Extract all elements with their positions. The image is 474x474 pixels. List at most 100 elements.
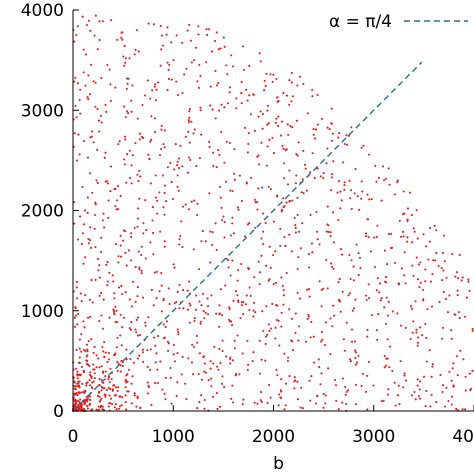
- scatter-point: [286, 359, 289, 363]
- scatter-point: [429, 226, 432, 229]
- scatter-point: [214, 117, 217, 120]
- scatter-point: [409, 337, 412, 341]
- scatter-point: [316, 238, 319, 241]
- scatter-point: [172, 353, 175, 356]
- scatter-point: [409, 191, 412, 194]
- scatter-point: [90, 63, 93, 66]
- scatter-point: [89, 172, 92, 175]
- scatter-point: [151, 219, 154, 222]
- scatter-point: [412, 274, 415, 277]
- scatter-point: [82, 48, 85, 51]
- scatter-point: [356, 195, 359, 198]
- scatter-point: [153, 85, 156, 88]
- scatter-point: [399, 235, 403, 238]
- scatter-point: [385, 296, 388, 299]
- scatter-point: [215, 248, 218, 252]
- scatter-point: [165, 33, 168, 36]
- scatter-point: [287, 133, 290, 136]
- scatter-point: [98, 395, 101, 398]
- scatter-point: [398, 219, 401, 222]
- scatter-point: [107, 199, 110, 202]
- scatter-point: [229, 234, 232, 237]
- scatter-point: [360, 384, 363, 388]
- scatter-point: [397, 282, 400, 285]
- scatter-point: [456, 294, 459, 297]
- scatter-point: [88, 395, 92, 398]
- scatter-point: [468, 289, 471, 292]
- scatter-point: [160, 271, 163, 275]
- scatter-point: [355, 361, 359, 364]
- scatter-point: [128, 298, 131, 301]
- scatter-point: [425, 336, 428, 340]
- scatter-point: [208, 28, 211, 31]
- scatter-point: [382, 399, 385, 402]
- scatter-point: [186, 29, 189, 32]
- scatter-point: [125, 374, 128, 377]
- scatter-point: [258, 339, 261, 342]
- scatter-point: [259, 60, 262, 63]
- scatter-point: [107, 216, 110, 219]
- scatter-point: [123, 64, 126, 67]
- scatter-point: [400, 267, 403, 270]
- scatter-point: [133, 53, 136, 56]
- scatter-point: [240, 80, 243, 83]
- scatter-point: [464, 408, 467, 411]
- scatter-point: [179, 235, 182, 238]
- scatter-point: [311, 251, 314, 254]
- scatter-point: [455, 271, 459, 274]
- scatter-point: [88, 379, 91, 382]
- scatter-point: [172, 263, 175, 266]
- scatter-point: [151, 206, 154, 209]
- scatter-point: [125, 181, 128, 184]
- scatter-point: [189, 39, 192, 42]
- scatter-point: [144, 321, 147, 324]
- scatter-point: [86, 348, 89, 351]
- scatter-point: [129, 357, 132, 361]
- scatter-point: [410, 394, 413, 397]
- scatter-point: [185, 67, 188, 70]
- scatter-point: [168, 63, 171, 66]
- scatter-point: [383, 249, 386, 252]
- scatter-point: [109, 388, 112, 391]
- scatter-point: [283, 352, 286, 355]
- scatter-point: [391, 310, 394, 313]
- scatter-point: [149, 368, 152, 371]
- scatter-point: [316, 230, 319, 233]
- scatter-point: [223, 236, 226, 239]
- scatter-point: [76, 377, 79, 380]
- scatter-point: [365, 390, 368, 393]
- scatter-point: [88, 93, 92, 96]
- scatter-point: [415, 328, 418, 331]
- scatter-point: [467, 278, 470, 281]
- scatter-point: [148, 157, 151, 160]
- scatter-point: [198, 63, 201, 66]
- scatter-point: [167, 287, 170, 290]
- scatter-point: [130, 321, 133, 324]
- scatter-point: [231, 359, 234, 362]
- scatter-point: [458, 253, 461, 256]
- scatter-point: [327, 367, 330, 370]
- scatter-point: [84, 53, 88, 56]
- scatter-point: [209, 85, 212, 88]
- scatter-point: [196, 407, 199, 410]
- scatter-point: [387, 393, 390, 396]
- scatter-point: [276, 96, 279, 99]
- scatter-point: [171, 197, 175, 201]
- scatter-point: [231, 216, 234, 219]
- scatter-point: [315, 210, 318, 213]
- scatter-point: [297, 141, 300, 144]
- scatter-point: [167, 68, 170, 71]
- scatter-point: [139, 407, 142, 410]
- scatter-point: [373, 266, 377, 269]
- scatter-point: [203, 317, 206, 320]
- scatter-point: [83, 403, 86, 406]
- scatter-point: [383, 354, 386, 357]
- scatter-point: [277, 115, 280, 118]
- scatter-point: [462, 358, 465, 361]
- scatter-point: [181, 165, 184, 168]
- scatter-point: [228, 141, 231, 145]
- x-axis-label: b: [273, 454, 284, 474]
- scatter-point: [383, 366, 386, 369]
- scatter-point: [252, 351, 255, 354]
